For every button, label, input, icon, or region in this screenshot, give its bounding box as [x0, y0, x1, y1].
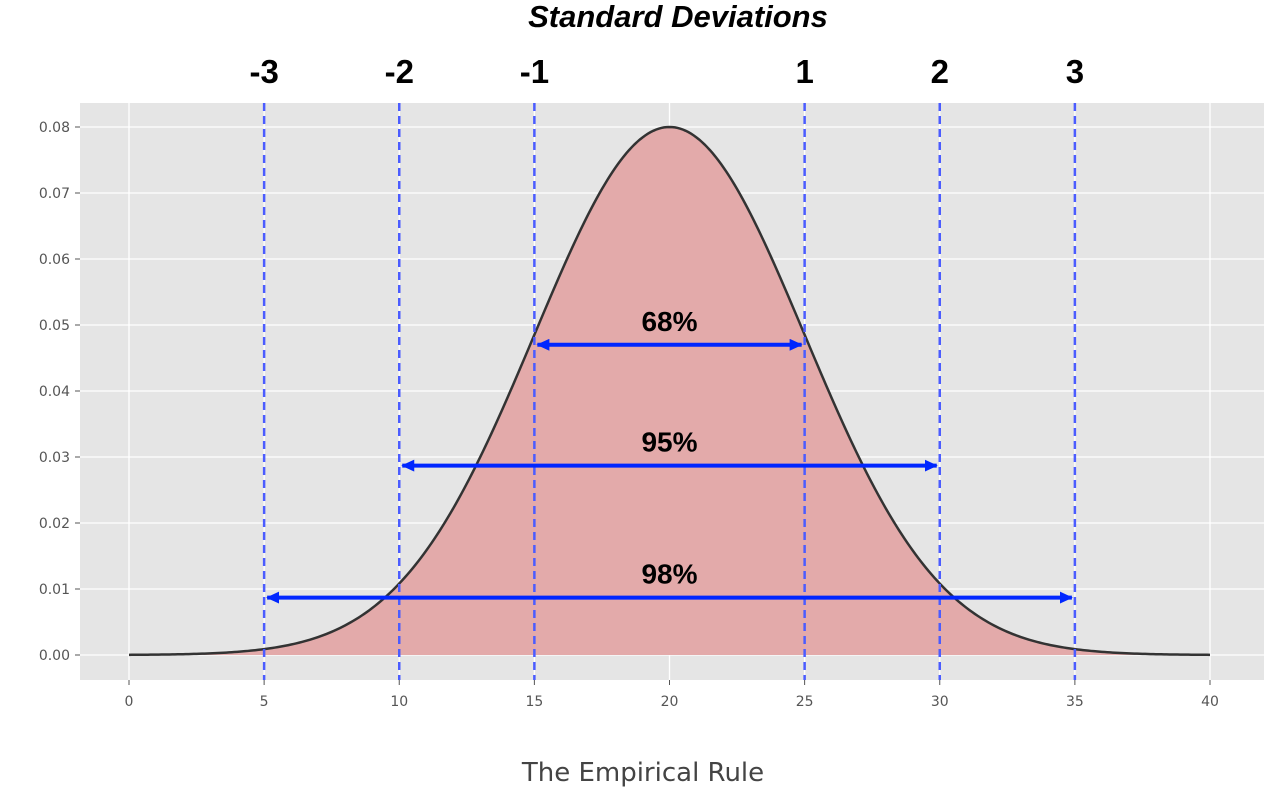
- chart-title: Standard Deviations: [528, 0, 828, 34]
- range-label: 98%: [641, 559, 697, 590]
- x-tick-label: 15: [525, 694, 543, 710]
- figure-caption: The Empirical Rule: [521, 758, 765, 788]
- y-axis-ticks: 0.00 0.01 0.02 0.03 0.04 0.05 0.06 0.07 0.08: [39, 120, 80, 664]
- sd-label: -3: [249, 53, 278, 90]
- y-tick-label: 0.00: [39, 648, 70, 664]
- sd-lines: [262, 103, 1077, 680]
- sd-label: 3: [1066, 53, 1084, 90]
- sd-labels: -3 -2 -1 1 2 3: [249, 53, 1084, 90]
- y-tick-label: 0.05: [39, 318, 70, 334]
- y-tick-label: 0.07: [39, 186, 70, 202]
- x-tick-label: 5: [260, 694, 269, 710]
- sd-label: 1: [795, 53, 813, 90]
- y-tick-label: 0.08: [39, 120, 70, 136]
- y-tick-label: 0.01: [39, 582, 70, 598]
- sd-label: -2: [385, 53, 414, 90]
- sd-label: 2: [931, 53, 949, 90]
- y-tick-label: 0.03: [39, 450, 70, 466]
- range-label: 95%: [641, 427, 697, 458]
- sd-label: -1: [520, 53, 549, 90]
- range-arrows: 68% 95% 98%: [266, 306, 1073, 604]
- curve-area: [128, 125, 1211, 657]
- y-tick-label: 0.02: [39, 516, 70, 532]
- area-fill: [129, 127, 1210, 655]
- curve-line: [128, 125, 1211, 657]
- x-tick-label: 40: [1201, 694, 1219, 710]
- y-tick-label: 0.06: [39, 252, 70, 268]
- x-tick-label: 30: [931, 694, 949, 710]
- x-axis-ticks: 0 5 10 15 20 25 30 35 40: [125, 680, 1219, 710]
- x-tick-label: 35: [1066, 694, 1084, 710]
- x-tick-label: 0: [125, 694, 134, 710]
- range-label: 68%: [641, 306, 697, 337]
- x-tick-label: 25: [796, 694, 814, 710]
- x-tick-label: 10: [390, 694, 408, 710]
- y-tick-label: 0.04: [39, 384, 70, 400]
- x-tick-label: 20: [661, 694, 679, 710]
